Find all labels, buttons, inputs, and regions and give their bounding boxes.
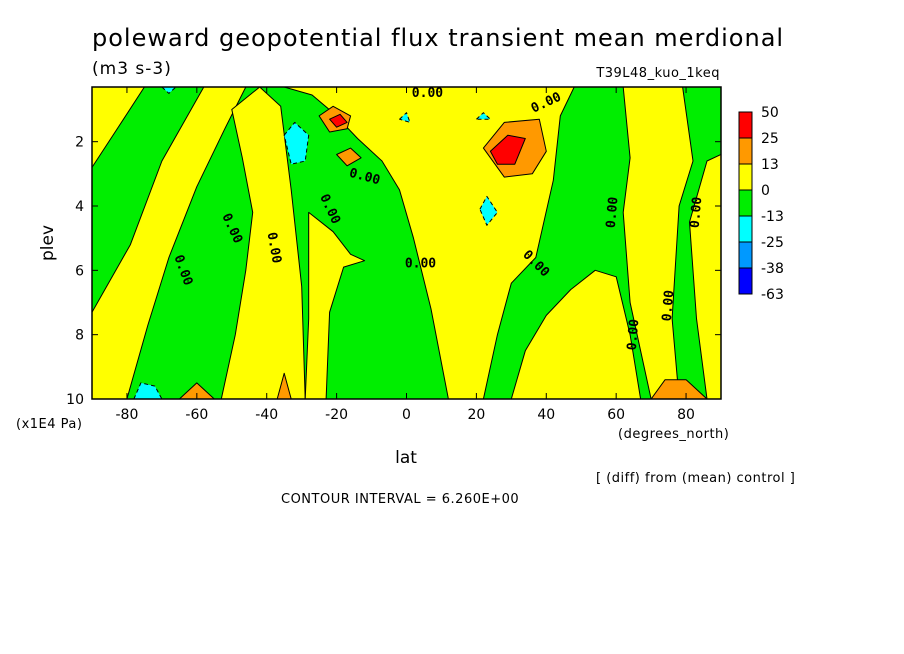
contour-interval: CONTOUR INTERVAL = 6.260E+00: [281, 492, 519, 507]
contour-label: 0.00: [264, 231, 284, 265]
x-tick-label: 0: [402, 407, 411, 423]
x-tick-label: 40: [537, 407, 555, 423]
y-tick-label: 6: [75, 263, 84, 279]
contour-region-positive: [689, 154, 721, 399]
contour-region-neg1: [479, 195, 498, 226]
colorbar-label: 0: [761, 183, 770, 199]
y-tick-label: 10: [66, 392, 84, 408]
contour-region-lev2: [489, 134, 526, 165]
x-axis-units: (degrees_north): [618, 427, 729, 442]
contour-label: 0.00: [688, 196, 706, 229]
x-axis-label: lat: [395, 448, 417, 468]
contour-region-neg1: [161, 87, 177, 94]
colorbar-swatch: [738, 189, 753, 217]
plot-area: 0.00 0.000.000.000.000.000.00 0.00 0.000.00…: [66, 86, 722, 423]
colorbar-swatch: [738, 111, 753, 139]
run-label: T39L48_kuo_1keq: [595, 66, 720, 81]
colorbar-swatch: [738, 241, 753, 269]
colorbar-label: 50: [761, 105, 779, 121]
x-tick-label: 60: [607, 407, 625, 423]
colorbar-swatch: [738, 137, 753, 165]
x-tick-label: -40: [255, 407, 278, 423]
y-tick-label: 8: [75, 328, 84, 344]
contour-region-lev1: [336, 147, 362, 167]
contour-region-lev2: [329, 113, 348, 128]
contour-region-positive: [622, 87, 694, 399]
contour-region-lev1: [178, 382, 215, 399]
colorbar-swatch: [738, 267, 753, 295]
colorbar-swatch: [738, 215, 753, 243]
x-tick-label: 80: [677, 407, 695, 423]
colorbar-label: -38: [761, 261, 784, 277]
y-tick-label: 4: [75, 199, 84, 215]
colorbar-label: -13: [761, 209, 784, 225]
y-tick-label: 2: [75, 135, 84, 151]
contour-label: 0.00: [405, 256, 436, 271]
colorbar-swatch: [738, 163, 753, 191]
x-tick-label: -20: [325, 407, 348, 423]
x-tick-label: -80: [116, 407, 139, 423]
contour-region-positive: [220, 87, 306, 399]
contour-region-neg1: [133, 382, 163, 399]
colorbar-label: -63: [761, 287, 784, 303]
contour-label: 0.00: [660, 289, 678, 322]
colorbar-label: -25: [761, 235, 784, 251]
x-tick-label: 20: [467, 407, 485, 423]
y-axis-units: (x1E4 Pa): [16, 417, 82, 432]
chart-units: (m3 s-3): [92, 59, 172, 79]
contour-region-lev1: [650, 379, 708, 399]
contour-region-neg1: [399, 112, 411, 123]
colorbar-label: 13: [761, 157, 779, 173]
contour-region-positive: [92, 87, 145, 168]
contour-region-neg1: [283, 121, 310, 165]
colorbar-label: 25: [761, 131, 779, 147]
contour-region-positive: [304, 211, 366, 399]
contour-label: 0.00: [412, 86, 443, 101]
contour-region-neg1: [475, 112, 491, 120]
contour-label: 0.00: [625, 318, 643, 351]
contour-region-positive: [92, 87, 247, 399]
x-tick-label: -60: [185, 407, 208, 423]
contour-label: 0.00: [604, 196, 622, 229]
diff-note: [ (diff) from (mean) control ]: [596, 471, 795, 486]
contour-region-positive: [510, 269, 642, 399]
chart-title: poleward geopotential flux transient mea…: [92, 24, 784, 52]
colorbar: 50 25 13 0 -13 -25 -38 -63: [738, 105, 784, 303]
contour-region-lev1: [276, 372, 292, 399]
y-axis-label: plev: [38, 225, 58, 261]
